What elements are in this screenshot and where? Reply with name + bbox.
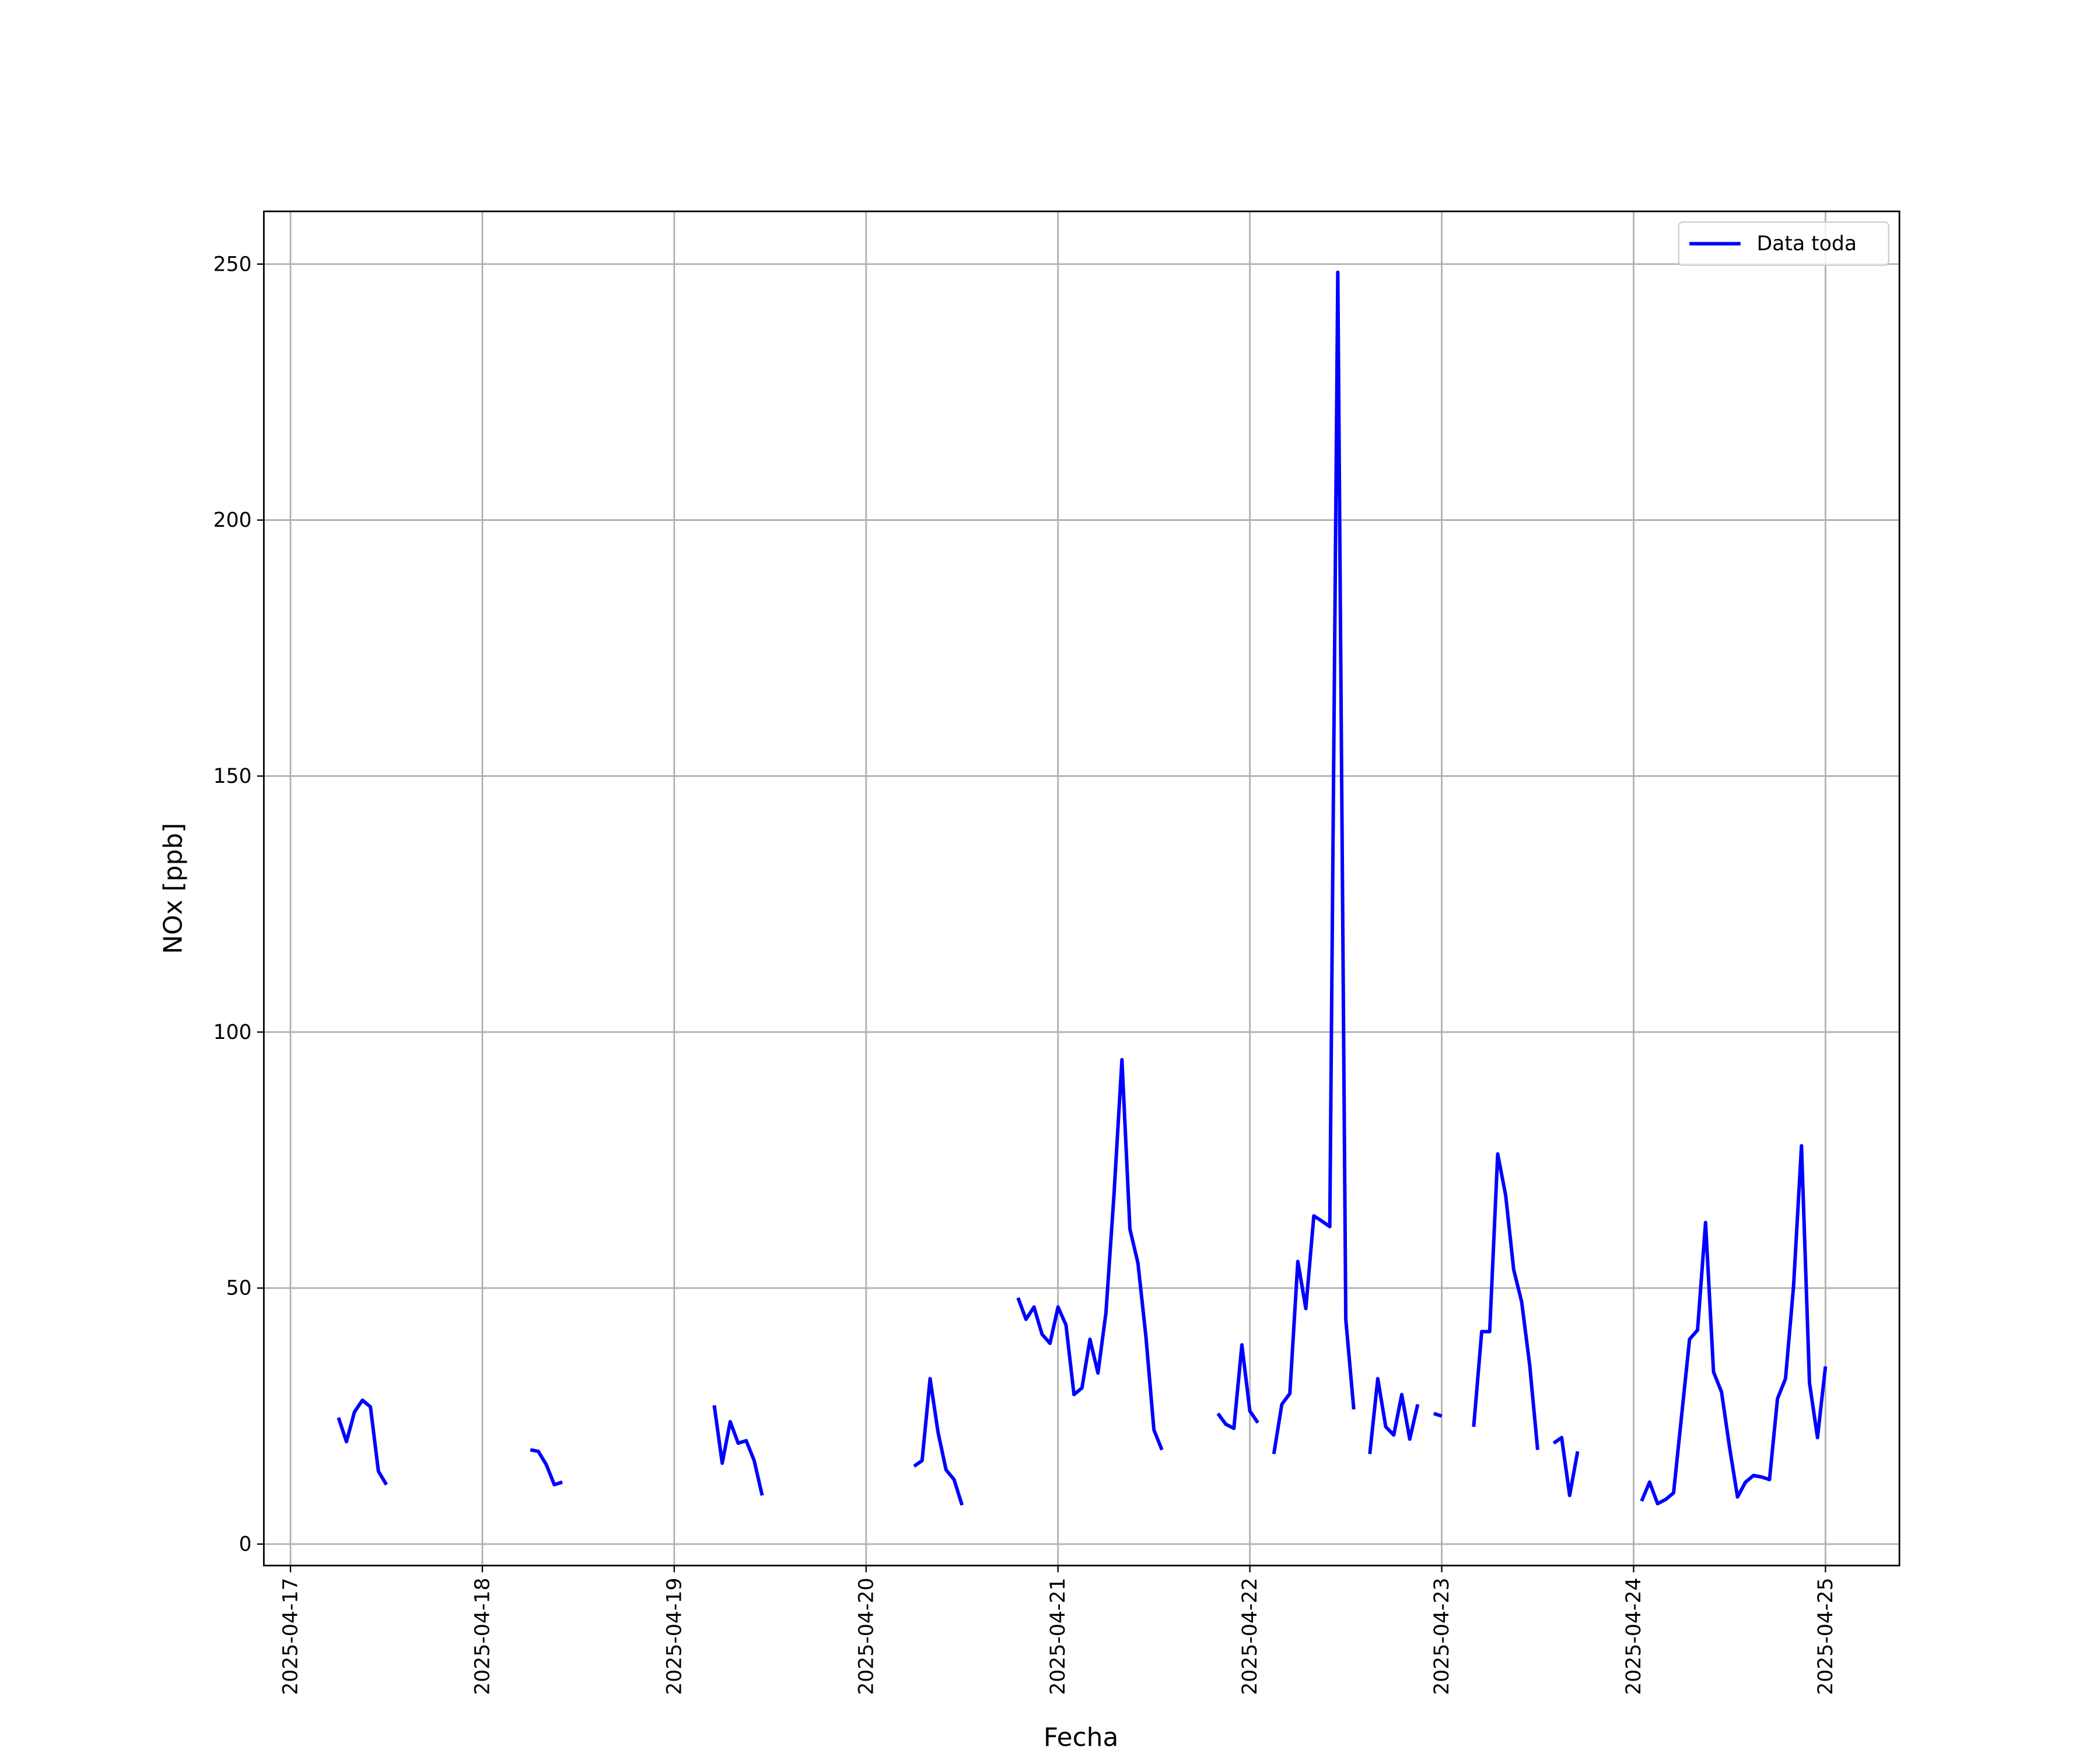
x-tick-label: 2025-04-18 [471, 1578, 494, 1695]
y-tick-label: 50 [226, 1277, 251, 1300]
x-tick-label: 2025-04-19 [663, 1578, 686, 1695]
x-tick-label: 2025-04-17 [279, 1578, 303, 1695]
x-tick-label: 2025-04-23 [1430, 1578, 1454, 1695]
axes-frame [262, 210, 1901, 1567]
legend-box [1678, 221, 1889, 266]
x-tick-label: 2025-04-25 [1814, 1578, 1838, 1695]
x-axis-label: Fecha [1044, 1723, 1119, 1750]
y-tick-label: 150 [213, 765, 251, 788]
y-axis-label: NOx [ppb] [159, 823, 188, 954]
plot [337, 270, 1828, 1506]
legend: Data toda [1678, 221, 1889, 266]
x-tick-label: 2025-04-24 [1622, 1578, 1646, 1695]
ticks: 0 50 100 150 200 250 2025-04-17 2025-04-18 2025-… [213, 253, 1837, 1695]
x-tick-label: 2025-04-21 [1046, 1578, 1070, 1695]
grid [264, 211, 1900, 1566]
y-tick-label: 0 [239, 1533, 252, 1556]
y-tick-label: 250 [213, 253, 251, 276]
x-tick-label: 2025-04-20 [855, 1578, 878, 1695]
y-tick-label: 200 [213, 509, 251, 532]
y-tick-label: 100 [213, 1021, 251, 1044]
x-tick-label: 2025-04-22 [1238, 1578, 1262, 1695]
data-line [337, 270, 1828, 1506]
legend-label: Data toda [1757, 232, 1857, 256]
